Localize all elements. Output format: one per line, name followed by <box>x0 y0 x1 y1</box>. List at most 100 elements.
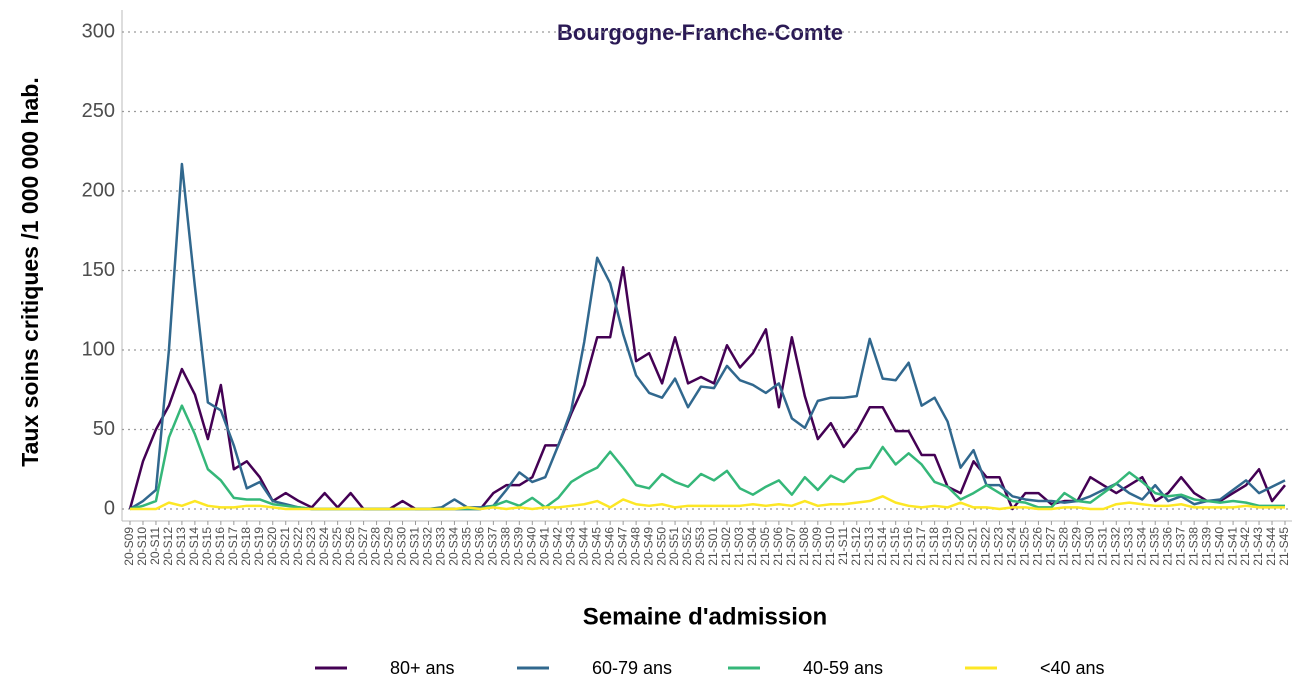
y-axis-label: Taux soins critiques /1 000 000 hab. <box>17 77 43 466</box>
x-tick-label: 20-S27 <box>356 527 370 566</box>
x-tick-label: 21-S37 <box>1173 527 1187 566</box>
x-tick-label: 20-S45 <box>589 527 603 566</box>
x-tick-label: 21-S36 <box>1160 527 1174 566</box>
x-tick-label: 20-S12 <box>161 527 175 566</box>
x-tick-label: 20-S14 <box>187 527 201 566</box>
x-tick-label: 20-S37 <box>486 527 500 566</box>
x-tick-label: 20-S18 <box>239 527 253 566</box>
series-line <box>128 266 1286 511</box>
x-tick-label: 21-S15 <box>888 527 902 566</box>
y-tick-label: 50 <box>93 418 115 440</box>
x-tick-label: 21-S12 <box>849 527 863 566</box>
x-tick-label: 20-S53 <box>693 527 707 566</box>
x-tick-label: 20-S32 <box>421 527 435 566</box>
y-tick-label: 150 <box>82 259 115 281</box>
x-tick-label: 20-S34 <box>447 527 461 566</box>
x-tick-label: 20-S42 <box>550 527 564 566</box>
x-tick-label: 20-S28 <box>369 527 383 566</box>
x-tick-label: 21-S30 <box>1083 527 1097 566</box>
x-tick-label: 21-S09 <box>810 527 824 566</box>
x-tick-label: 20-S49 <box>641 527 655 566</box>
series-line <box>129 162 1286 511</box>
x-tick-label: 20-S46 <box>602 527 616 566</box>
x-tick-label: 20-S24 <box>317 527 331 566</box>
x-tick-label: 21-S44 <box>1264 527 1278 566</box>
x-tick-label: 21-S06 <box>771 527 785 566</box>
x-tick-label: 21-S11 <box>836 527 850 565</box>
x-tick-label: 20-S50 <box>654 527 668 566</box>
y-tick-label: 250 <box>82 100 115 122</box>
x-tick-label: 20-S51 <box>667 527 681 566</box>
x-tick-label: 20-S20 <box>265 527 279 566</box>
x-tick-label: 21-S04 <box>745 527 759 566</box>
x-tick-label: 20-S39 <box>511 527 525 566</box>
x-tick-label: 20-S16 <box>213 527 227 566</box>
x-tick-label: 21-S22 <box>979 527 993 566</box>
x-tick-label: 21-S43 <box>1251 527 1265 566</box>
x-tick-label: 21-S34 <box>1134 527 1148 566</box>
x-tick-label: 21-S02 <box>719 527 733 566</box>
x-tick-label: 21-S23 <box>992 527 1006 566</box>
x-tick-label: 21-S24 <box>1005 527 1019 566</box>
y-tick-label: 300 <box>82 20 115 42</box>
series-line <box>130 495 1285 511</box>
x-tick-label: 20-S31 <box>408 527 422 566</box>
y-tick-label: 100 <box>82 338 115 360</box>
x-tick-label: 20-S19 <box>252 527 266 566</box>
legend-label: 60-79 ans <box>592 658 672 678</box>
legend-label: <40 ans <box>1040 658 1105 678</box>
x-tick-label: 21-S28 <box>1057 527 1071 566</box>
x-axis-label: Semaine d'admission <box>583 603 827 630</box>
x-tick-label: 20-S40 <box>524 527 538 566</box>
x-tick-label: 20-S35 <box>460 527 474 566</box>
x-tick-label: 20-S48 <box>628 527 642 566</box>
x-tick-label: 20-S23 <box>304 527 318 566</box>
x-tick-label: 21-S20 <box>953 527 967 566</box>
x-tick-label: 21-S03 <box>732 527 746 566</box>
x-tick-label: 20-S47 <box>615 527 629 566</box>
x-tick-label: 21-S10 <box>823 527 837 566</box>
x-tick-label: 21-S08 <box>797 527 811 566</box>
x-tick-label: 20-S41 <box>537 527 551 566</box>
x-tick-label: 20-S33 <box>434 527 448 566</box>
y-tick-label: 0 <box>104 497 115 519</box>
x-tick-label: 21-S01 <box>706 527 720 566</box>
x-tick-label: 20-S13 <box>174 527 188 566</box>
legend-label: 40-59 ans <box>803 658 883 678</box>
x-tick-label: 21-S40 <box>1212 527 1226 566</box>
x-tick-label: 21-S07 <box>784 527 798 566</box>
x-tick-label: 20-S25 <box>330 527 344 566</box>
x-tick-label: 21-S29 <box>1070 527 1084 566</box>
x-tick-label: 21-S26 <box>1031 527 1045 566</box>
x-tick-label: 21-S33 <box>1121 527 1135 566</box>
x-tick-label: 21-S19 <box>940 527 954 566</box>
x-tick-label: 20-S44 <box>576 527 590 566</box>
x-tick-label: 21-S13 <box>862 527 876 566</box>
x-tick-label: 21-S31 <box>1095 527 1109 566</box>
x-tick-label: 20-S36 <box>473 527 487 566</box>
x-tick-label: 21-S25 <box>1018 527 1032 566</box>
x-tick-label: 21-S05 <box>758 527 772 566</box>
x-tick-label: 21-S14 <box>875 527 889 566</box>
x-tick-label: 20-S30 <box>395 527 409 566</box>
x-tick-label: 20-S52 <box>680 527 694 566</box>
x-tick-label: 20-S15 <box>200 527 214 566</box>
x-tick-label: 21-S45 <box>1277 527 1291 566</box>
x-tick-label: 20-S10 <box>135 527 149 566</box>
legend-label: 80+ ans <box>390 658 455 678</box>
x-tick-label: 21-S21 <box>966 527 980 566</box>
x-tick-label: 21-S18 <box>927 527 941 566</box>
x-tick-label: 20-S11 <box>148 527 162 565</box>
x-tick-label: 21-S38 <box>1186 527 1200 566</box>
x-tick-label: 20-S22 <box>291 527 305 566</box>
x-tick-label: 21-S32 <box>1108 527 1122 566</box>
x-tick-label: 21-S17 <box>914 527 928 566</box>
x-tick-label: 21-S16 <box>901 527 915 566</box>
x-tick-label: 20-S29 <box>382 527 396 566</box>
x-tick-label: 20-S17 <box>226 527 240 566</box>
series-line <box>129 404 1285 511</box>
x-tick-label: 21-S35 <box>1147 527 1161 566</box>
x-tick-label: 20-S43 <box>563 527 577 566</box>
x-tick-label: 20-S26 <box>343 527 357 566</box>
